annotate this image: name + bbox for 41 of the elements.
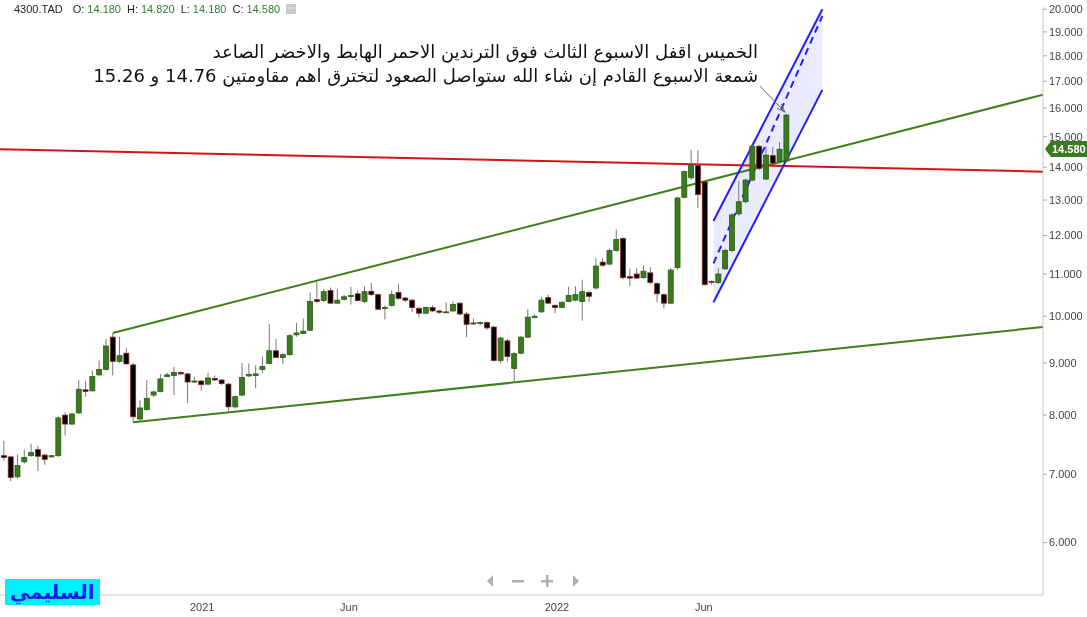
candlestick (497, 336, 504, 364)
candlestick (756, 144, 763, 171)
y-tick-label: 7.000 (1049, 468, 1077, 481)
candlestick (116, 336, 123, 364)
x-tick-label: Jun (340, 600, 358, 613)
y-tick-label: 17.000 (1049, 75, 1083, 88)
candlestick (28, 443, 35, 458)
candlestick (552, 303, 558, 314)
candlestick (504, 338, 511, 362)
text: 14.580 (1045, 141, 1087, 157)
annotation: الخميس اقفل الاسبوع الثالث فوق الترندين الاحمر الهابط والاخضر الصاعد (211, 40, 758, 64)
y-tick-label: 15.000 (1049, 130, 1083, 143)
candlestick (62, 411, 69, 437)
y-tick-label: 14.000 (1049, 161, 1083, 174)
candlestick (14, 453, 21, 480)
y-tick-label: 19.000 (1049, 25, 1083, 38)
x-tick-label: 2021 (189, 600, 215, 613)
candlestick (654, 281, 660, 303)
y-tick-label: 12.000 (1049, 229, 1083, 242)
candlestick (313, 281, 320, 304)
y-tick-label: 10.000 (1049, 310, 1083, 323)
y-tick-label: 9.000 (1049, 356, 1077, 369)
chart-subtitle: O: 14.180 H: 14.820 L: 14.180 C: 14.580 (72, 3, 281, 15)
annotation: السليمي (5, 579, 100, 605)
x-tick-label: Jun (694, 600, 713, 613)
candlestick (266, 323, 273, 365)
y-tick-label: 16.000 (1049, 101, 1083, 114)
y-tick-label: 11.000 (1049, 267, 1082, 280)
x-tick-label: 2022 (544, 600, 570, 613)
y-tick-label: 6.000 (1049, 536, 1077, 549)
chart-title: 4300.TAD (14, 3, 63, 15)
y-tick-label: 20.000 (1049, 3, 1083, 16)
y-tick-label: 8.000 (1049, 409, 1077, 422)
annotation: شمعة الاسبوع القادم إن شاء الله ستواصل الصعود لتخترق اهم مقاومتين 14.76 و 15.26 (93, 64, 758, 88)
candlestick (239, 362, 245, 397)
candlestick (89, 369, 96, 392)
y-tick-label: 18.000 (1049, 49, 1083, 62)
candlestick (586, 289, 592, 303)
candlestick (382, 304, 388, 320)
candlestick (592, 257, 599, 291)
y-tick-label: 13.000 (1049, 193, 1083, 206)
